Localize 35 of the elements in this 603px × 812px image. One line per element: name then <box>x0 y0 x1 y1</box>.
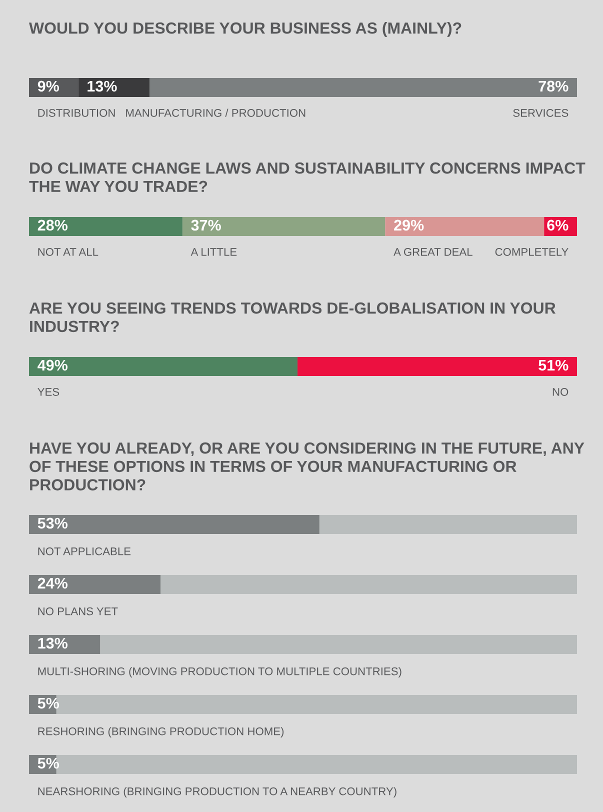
series-label: YES <box>38 388 60 396</box>
data-label: 13% <box>88 80 117 92</box>
series-label: NO <box>552 388 568 396</box>
data-label: 6% <box>547 220 568 231</box>
series-label: A LITTLE <box>190 248 237 256</box>
y-tick-label: MULTI-SHORING (MOVING PRODUCTION TO MULTIPLE COUNTRIES) <box>38 667 402 678</box>
data-label: 29% <box>394 220 424 231</box>
series-label: DISTRIBUTION <box>38 109 115 117</box>
y-tick-label: NEARSHORING (BRINGING PRODUCTION TO A NEARBY COUNTRY) <box>38 787 396 798</box>
chart-title: ARE YOU SEEING TRENDS TOWARDS DE-GLOBALISATION IN YOUR INDUSTRY? <box>29 302 556 332</box>
data-label: 37% <box>191 220 221 231</box>
bar <box>182 217 386 236</box>
y-tick-label: RESHORING (BRINGING PRODUCTION HOME) <box>38 727 284 738</box>
series-label: MANUFACTURING / PRODUCTION <box>126 108 306 117</box>
series-label: A GREAT DEAL <box>394 248 472 256</box>
y-tick-label: NO PLANS YET <box>38 607 118 616</box>
series-label: NOT AT ALL <box>38 248 98 256</box>
data-label: 9% <box>38 80 60 92</box>
data-label: 28% <box>38 220 68 231</box>
data-label: 24% <box>38 578 68 589</box>
data-label: 5% <box>38 758 60 769</box>
chart-title: WOULD YOU DESCRIBE YOUR BUSINESS AS (MAINLY)? <box>29 22 462 37</box>
chart-title: HAVE YOU ALREADY, OR ARE YOU CONSIDERING IN THE FUTURE, ANY OF THESE OPTIONS IN TERMS OF YOUR MANUFACTURING OR PRODUCTION? <box>30 442 584 490</box>
bar <box>29 217 182 236</box>
data-label: 13% <box>38 638 68 649</box>
y-tick-label: NOT APPLICABLE <box>38 547 131 556</box>
data-label: 5% <box>38 698 60 709</box>
data-label: 53% <box>38 518 68 529</box>
data-label: 78% <box>538 80 568 92</box>
chart-title: DO CLIMATE CHANGE LAWS AND SUSTAINABILITY CONCERNS IMPACT THE WAY YOU TRADE? <box>29 162 586 192</box>
data-label: 49% <box>38 360 68 371</box>
data-label: 51% <box>538 360 568 371</box>
series-label: SERVICES <box>513 109 568 117</box>
bar <box>385 217 544 236</box>
series-label: COMPLETELY <box>495 248 568 256</box>
